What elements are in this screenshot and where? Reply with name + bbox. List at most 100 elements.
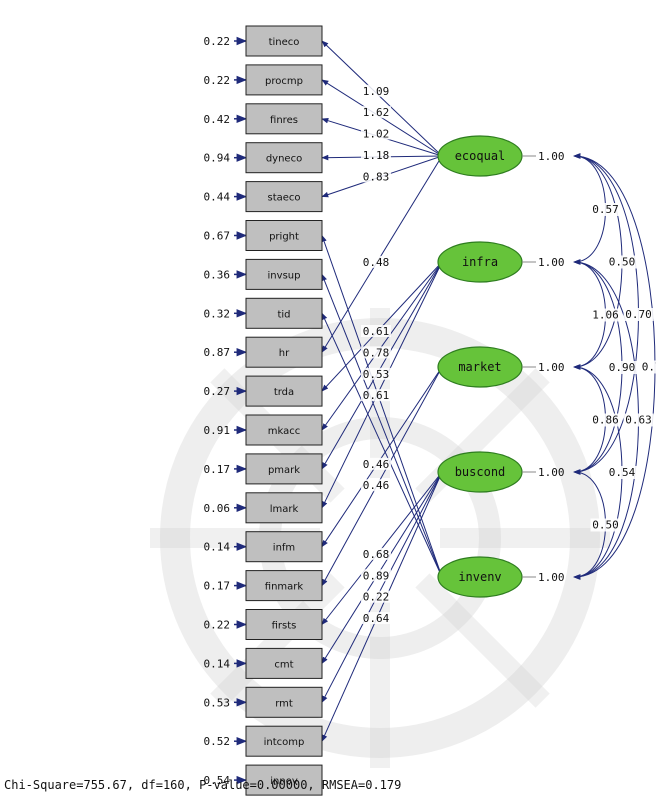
covariance-label: 0.50 (592, 519, 619, 532)
loading-paths (234, 36, 443, 785)
indicator-box-dyneco (245, 142, 323, 174)
latent-variance-market: 1.00 (538, 361, 565, 374)
covariance-label: 0.72 (642, 361, 656, 374)
indicator-box-rmt (245, 686, 323, 718)
indicator-box-intcomp (245, 725, 323, 757)
error-variance-staeco: 0.44 (204, 191, 231, 204)
indicator-box-infm (245, 531, 323, 563)
loading-label: 1.18 (363, 149, 390, 162)
loading-path (321, 261, 443, 470)
latent-label-invenv: invenv (458, 570, 501, 584)
indicator-box-hr (245, 336, 323, 368)
indicator-label-lmark: lmark (270, 504, 299, 515)
indicator-label-trda: trda (274, 387, 294, 398)
loading-label: 0.46 (363, 458, 390, 471)
loading-label: 0.22 (363, 591, 390, 604)
error-variance-hr: 0.87 (204, 346, 231, 359)
error-variance-tid: 0.32 (204, 307, 231, 320)
loading-path (321, 312, 443, 578)
indicator-box-invsup (245, 258, 323, 290)
indicator-label-intcomp: intcomp (264, 737, 305, 748)
indicator-box-innov (245, 764, 323, 796)
indicator-box-tineco (245, 25, 323, 57)
indicator-box-cmt (245, 647, 323, 679)
loading-label: 0.64 (363, 612, 390, 625)
error-variance-procmp: 0.22 (204, 74, 231, 87)
latent-variance-infra: 1.00 (538, 256, 565, 269)
loading-label: 1.62 (363, 106, 390, 119)
error-variance-finres: 0.42 (204, 113, 231, 126)
error-variance-dyneco: 0.94 (204, 152, 231, 165)
loading-path (321, 366, 443, 587)
covariance-label: 0.57 (592, 203, 619, 216)
indicator-label-firsts: firsts (272, 621, 297, 632)
indicator-label-tid: tid (277, 309, 290, 320)
indicator-box-trda (245, 375, 323, 407)
covariance-label: 1.06 (592, 309, 619, 322)
indicator-label-rmt: rmt (275, 698, 293, 709)
loading-label: 0.61 (363, 325, 390, 338)
loading-label: 1.09 (363, 85, 390, 98)
covariance-label: 0.63 (625, 414, 652, 427)
latent-variance-buscond: 1.00 (538, 466, 565, 479)
error-variance-mkacc: 0.91 (204, 424, 231, 437)
indicator-box-tid (245, 297, 323, 329)
latent-ellipses: ecoqual 1.00 infra 1.00 market 1.00 buscond 1.0… (437, 135, 565, 598)
error-variance-intcomp: 0.52 (204, 735, 231, 748)
error-variance-finmark: 0.17 (204, 580, 231, 593)
path-labels: 0.22 0.22 0.42 0.94 0.44 0.67 0.36 0.32 0.87 0.27… (204, 35, 656, 787)
error-variance-invsup: 0.36 (204, 268, 231, 281)
indicator-box-pmark (245, 453, 323, 485)
indicator-label-pright: pright (269, 232, 299, 243)
indicator-label-finmark: finmark (265, 582, 304, 593)
indicator-label-infm: infm (273, 543, 295, 554)
latent-label-ecoqual: ecoqual (455, 149, 506, 163)
latent-label-infra: infra (462, 255, 498, 269)
indicator-label-tineco: tineco (269, 37, 300, 48)
indicator-label-mkacc: mkacc (268, 426, 300, 437)
indicator-label-procmp: procmp (265, 76, 303, 87)
indicator-label-cmt: cmt (274, 659, 293, 670)
indicator-box-firsts (245, 609, 323, 640)
loading-path (321, 471, 443, 664)
latent-label-buscond: buscond (455, 465, 506, 479)
indicator-box-mkacc (245, 414, 323, 446)
loading-label: 0.46 (363, 479, 390, 492)
covariance-label: 0.90 (609, 361, 636, 374)
loading-label: 0.53 (363, 368, 390, 381)
loading-label: 0.48 (363, 256, 390, 269)
indicator-label-invsup: invsup (268, 270, 301, 281)
loading-label: 1.02 (363, 128, 390, 141)
loading-path (321, 273, 443, 578)
loading-path (321, 261, 443, 509)
loading-label: 0.78 (363, 346, 390, 359)
error-variance-pright: 0.67 (204, 230, 231, 243)
indicator-label-dyneco: dyneco (266, 154, 302, 165)
indicator-label-staeco: staeco (267, 193, 300, 204)
indicator-box-procmp (245, 64, 323, 96)
covariance-label: 0.70 (625, 308, 652, 321)
loading-label: 0.68 (363, 548, 390, 561)
indicator-box-finmark (245, 570, 323, 602)
covariance-label: 0.54 (609, 466, 636, 479)
error-variance-lmark: 0.06 (204, 502, 231, 515)
indicator-box-finres (245, 103, 323, 135)
loading-label: 0.61 (363, 389, 390, 402)
fit-statistics: Chi-Square=755.67, df=160, P-value=0.000… (4, 778, 402, 792)
loading-label: 0.83 (363, 170, 390, 183)
error-variance-innov: 0.54 (204, 774, 231, 787)
latent-label-market: market (458, 360, 501, 374)
error-variance-rmt: 0.53 (204, 696, 231, 709)
loading-path (321, 155, 443, 353)
loading-path (321, 40, 443, 157)
indicator-label-finres: finres (270, 115, 298, 126)
loading-path (321, 366, 443, 548)
loading-path (321, 261, 443, 431)
latent-variance-invenv: 1.00 (538, 571, 565, 584)
covariance-label: 0.86 (592, 414, 619, 427)
error-variance-trda: 0.27 (204, 385, 231, 398)
loading-path (321, 471, 443, 742)
indicator-boxes: tineco procmp finres dyneco staeco pright invs… (245, 25, 323, 796)
indicator-label-innov: innov (270, 776, 298, 787)
error-variance-firsts: 0.22 (204, 619, 231, 632)
